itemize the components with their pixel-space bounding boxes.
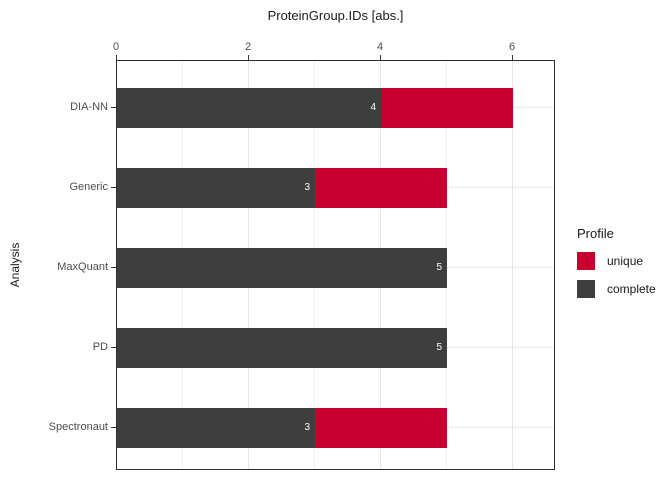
legend-item: unique: [577, 252, 656, 270]
y-tick-label: PD: [92, 341, 108, 353]
bar-segment-unique: [315, 168, 448, 208]
x-tick-label: 2: [244, 41, 252, 53]
bar-value-label: 3: [304, 182, 311, 193]
plot-panel: 4 3 5 5 3: [116, 60, 555, 470]
legend-swatch-complete: [577, 280, 595, 298]
y-tick-label: MaxQuant: [57, 261, 108, 273]
gridline-vertical-major: [512, 61, 514, 469]
x-tick-label: 6: [509, 41, 516, 53]
x-tick-mark: [248, 55, 250, 60]
y-tick-mark: [111, 267, 116, 268]
y-tick-mark: [111, 107, 116, 108]
legend-item: complete: [577, 280, 656, 298]
legend-item-label: unique: [607, 254, 644, 268]
legend-items: unique complete: [577, 252, 656, 298]
y-tick-label: DIA-NN: [70, 101, 108, 113]
x-tick-mark: [380, 55, 382, 60]
bar-segment-unique: [381, 88, 514, 128]
bar-segment-complete: [117, 168, 316, 208]
bar-value-label: 5: [436, 262, 443, 273]
bar-value-label: 5: [436, 342, 443, 353]
legend-title: Profile: [577, 226, 614, 241]
x-tick-label: 0: [112, 41, 120, 53]
bar-segment-complete: [117, 408, 316, 448]
x-tick-label: 4: [376, 41, 384, 53]
chart-title: ProteinGroup.IDs [abs.]: [267, 8, 404, 23]
bar-segment-unique: [315, 408, 448, 448]
bar-value-label: 3: [304, 422, 311, 433]
x-tick-mark: [116, 55, 117, 60]
y-tick-label: Generic: [69, 181, 108, 193]
x-tick-mark: [512, 55, 514, 60]
bar-segment-complete: [117, 248, 448, 288]
y-tick-mark: [111, 187, 116, 188]
legend: Profile unique complete: [577, 226, 656, 308]
legend-item-label: complete: [607, 282, 656, 296]
y-tick-label: Spectronaut: [48, 421, 108, 433]
bar-segment-complete: [117, 328, 448, 368]
bar-value-label: 4: [370, 102, 377, 113]
legend-swatch-unique: [577, 252, 595, 270]
y-tick-mark: [111, 427, 116, 428]
bar-segment-complete: [117, 88, 382, 128]
y-tick-mark: [111, 347, 116, 348]
